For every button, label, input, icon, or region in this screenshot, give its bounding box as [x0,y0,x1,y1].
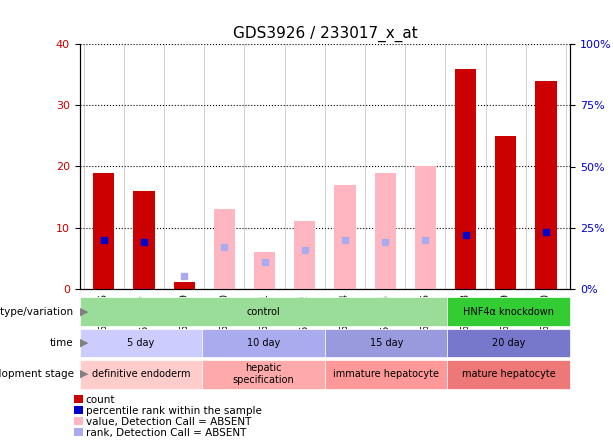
Text: immature hepatocyte: immature hepatocyte [333,369,439,379]
Text: ▶: ▶ [80,338,88,348]
Bar [294,222,315,289]
Text: definitive endoderm: definitive endoderm [92,369,190,379]
Text: development stage: development stage [0,369,74,379]
Text: 5 day: 5 day [128,338,154,348]
Bar [535,81,557,289]
Title: GDS3926 / 233017_x_at: GDS3926 / 233017_x_at [232,25,417,42]
Text: mature hepatocyte: mature hepatocyte [462,369,555,379]
Bar [173,282,195,289]
Text: HNF4α knockdown: HNF4α knockdown [463,307,554,317]
Text: value, Detection Call = ABSENT: value, Detection Call = ABSENT [86,417,251,427]
Bar [375,173,396,289]
Text: 10 day: 10 day [247,338,280,348]
Text: control: control [246,307,281,317]
Bar [93,173,115,289]
Text: genotype/variation: genotype/variation [0,307,74,317]
Bar [254,252,275,289]
Bar [335,185,356,289]
Text: 15 day: 15 day [370,338,403,348]
Text: ▶: ▶ [80,369,88,379]
Bar [134,191,154,289]
Bar [495,136,516,289]
Text: count: count [86,395,115,404]
Bar [455,69,476,289]
Text: rank, Detection Call = ABSENT: rank, Detection Call = ABSENT [86,428,246,438]
Text: percentile rank within the sample: percentile rank within the sample [86,406,262,416]
Text: hepatic
specification: hepatic specification [233,363,294,385]
Bar [214,209,235,289]
Text: time: time [50,338,74,348]
Bar [415,166,436,289]
Text: 20 day: 20 day [492,338,525,348]
Text: ▶: ▶ [80,307,88,317]
